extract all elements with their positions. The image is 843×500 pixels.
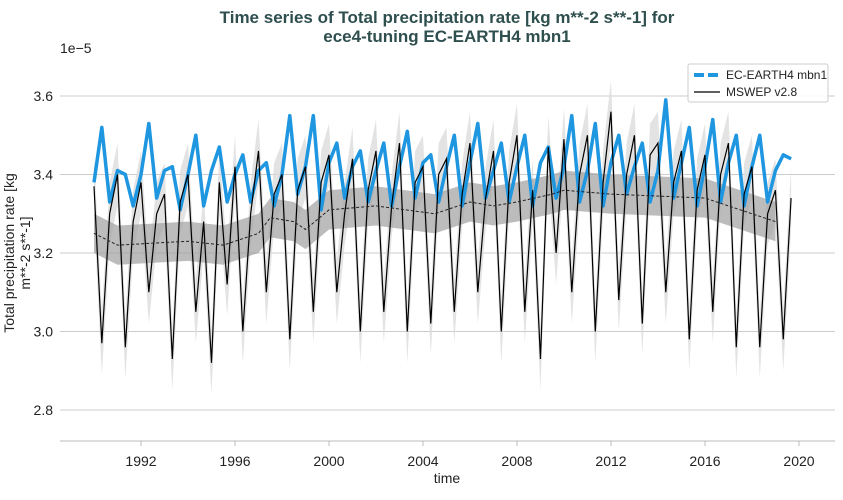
y-tick-label: 3.0 xyxy=(34,324,54,340)
x-tick-label: 2020 xyxy=(783,453,814,469)
x-tick-label: 2008 xyxy=(501,453,532,469)
rolling-mean-line xyxy=(93,189,776,246)
y-tick-label: 3.2 xyxy=(34,245,54,261)
y-scale-label: 1e−5 xyxy=(60,40,92,56)
x-tick-label: 2000 xyxy=(313,453,344,469)
chart-title-line2: ece4-tuning EC-EARTH4 mbn1 xyxy=(323,27,570,46)
obs-spread-band xyxy=(94,80,792,395)
legend-label-obs: MSWEP v2.8 xyxy=(726,85,797,99)
x-tick-label: 2016 xyxy=(689,453,720,469)
x-tick-label: 2012 xyxy=(595,453,626,469)
x-tick-label: 2004 xyxy=(407,453,438,469)
y-tick-label: 3.6 xyxy=(34,88,54,104)
model-series-line xyxy=(92,98,792,212)
legend: EC-EARTH4 mbn1 MSWEP v2.8 xyxy=(687,63,829,103)
x-tick-label: 1992 xyxy=(125,453,156,469)
chart-title-line1: Time series of Total precipitation rate … xyxy=(220,8,675,27)
obs-series-line xyxy=(93,111,792,363)
x-axis-label: time xyxy=(434,470,461,486)
y-axis-label-line2: m**-2 s**-1] xyxy=(17,216,33,289)
y-tick-label: 2.8 xyxy=(34,402,54,418)
legend-label-model: EC-EARTH4 mbn1 xyxy=(726,68,827,82)
y-axis-label-line1: Total precipitation rate [kg xyxy=(1,173,17,333)
x-tick-label: 1996 xyxy=(219,453,250,469)
y-tick-label: 3.4 xyxy=(34,167,54,183)
